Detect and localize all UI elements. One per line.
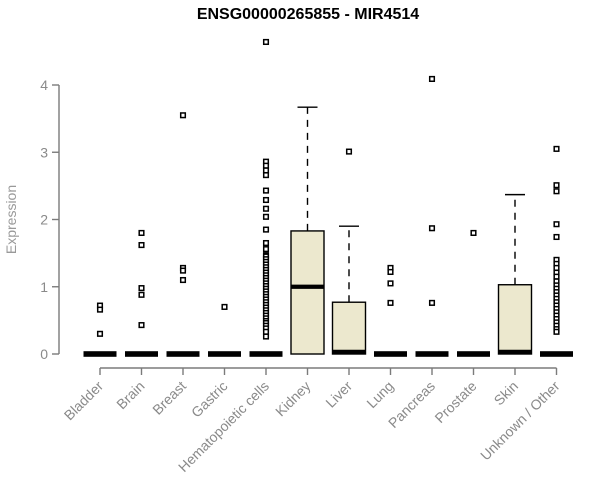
outlier-point xyxy=(138,229,145,236)
outlier-point xyxy=(179,267,187,274)
outlier-point xyxy=(179,112,187,119)
outlier-point xyxy=(138,322,145,329)
collapsed-box xyxy=(249,351,283,357)
x-tick-label: Lung xyxy=(363,378,396,411)
outlier-point xyxy=(553,233,560,241)
box-iqr xyxy=(331,301,367,355)
collapsed-box xyxy=(374,351,407,357)
collapsed-box xyxy=(125,351,158,357)
outlier-point xyxy=(262,196,270,204)
outlier-point xyxy=(428,299,436,306)
outlier-point xyxy=(262,246,270,253)
outlier-point xyxy=(553,264,560,271)
y-axis-title: Expression xyxy=(3,185,19,254)
x-tick-label: Prostate xyxy=(431,378,479,426)
x-tick-label: Kidney xyxy=(272,378,314,420)
x-tick-label: Bladder xyxy=(61,378,107,424)
x-tick-label: Breast xyxy=(149,378,189,418)
outlier-point xyxy=(262,213,270,220)
outlier-point xyxy=(138,285,145,292)
outlier-point xyxy=(428,75,436,82)
x-tick-label: Liver xyxy=(322,378,355,411)
outlier-point xyxy=(553,328,560,335)
outlier-point xyxy=(262,167,270,174)
outlier-point xyxy=(221,303,228,310)
outlier-point xyxy=(262,226,270,233)
outlier-point xyxy=(387,280,394,287)
collapsed-box xyxy=(83,351,117,357)
chart-title: ENSG00000265855 - MIR4514 xyxy=(196,6,420,23)
outlier-point xyxy=(387,299,394,306)
outlier-point xyxy=(262,162,270,169)
outlier-point xyxy=(262,239,270,247)
y-tick-label: 1 xyxy=(40,279,48,295)
outlier-point xyxy=(96,330,104,337)
outlier-point xyxy=(553,145,560,152)
outlier-point xyxy=(138,242,145,249)
outlier-point xyxy=(262,205,270,212)
outlier-point xyxy=(262,333,270,340)
outlier-point xyxy=(262,187,270,194)
collapsed-box xyxy=(166,351,200,357)
outlier-point xyxy=(96,306,104,313)
outlier-point xyxy=(262,172,270,179)
outlier-point xyxy=(470,229,477,236)
box-iqr xyxy=(290,230,325,355)
y-tick-label: 3 xyxy=(40,144,48,160)
collapsed-box xyxy=(415,351,449,357)
outlier-point xyxy=(553,188,560,195)
outlier-point xyxy=(138,291,145,298)
outlier-point xyxy=(553,273,560,280)
outlier-point xyxy=(553,182,560,189)
outlier-point xyxy=(262,38,270,46)
y-tick-label: 2 xyxy=(40,212,48,228)
x-tick-label: Unknown / Other xyxy=(477,378,563,464)
outlier-point xyxy=(179,276,187,284)
outlier-point xyxy=(345,148,353,155)
collapsed-box xyxy=(540,351,573,357)
outlier-point xyxy=(553,221,560,228)
outlier-point xyxy=(428,225,436,232)
x-tick-label: Skin xyxy=(491,378,522,409)
box-iqr xyxy=(497,284,533,355)
collapsed-box xyxy=(457,351,490,357)
x-tick-label: Brain xyxy=(113,378,147,412)
outlier-point xyxy=(262,328,270,335)
y-tick-label: 0 xyxy=(40,346,48,362)
collapsed-box xyxy=(208,351,241,357)
outlier-point xyxy=(387,268,394,276)
y-tick-label: 4 xyxy=(40,77,48,93)
